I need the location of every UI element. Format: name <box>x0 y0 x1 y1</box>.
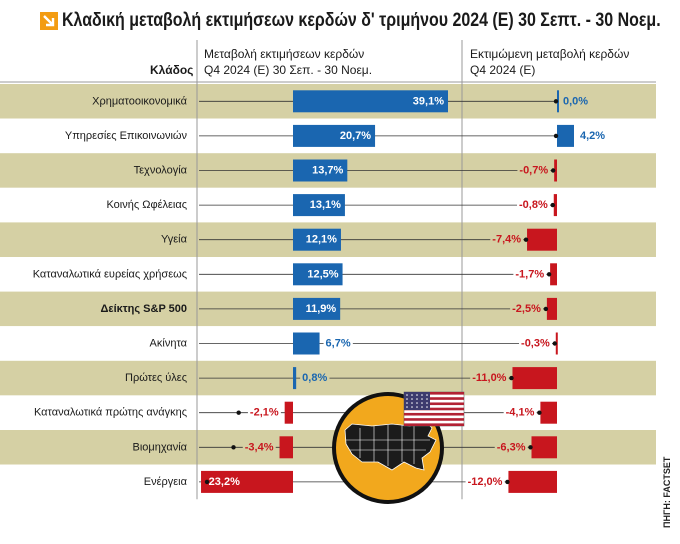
leader-dot <box>544 307 548 311</box>
bar-estimate-revision <box>293 367 296 389</box>
data-label-estimate-revision: 20,7% <box>340 130 371 142</box>
category-label: Τεχνολογία <box>134 165 188 177</box>
data-label-estimate-revision: -2,1% <box>250 407 279 419</box>
data-label-expected-earnings-change: -7,4% <box>492 234 521 246</box>
leader-dot <box>509 376 513 380</box>
data-label-estimate-revision: 11,9% <box>306 303 337 315</box>
leader-dot <box>528 445 532 449</box>
bar-estimate-revision <box>280 436 293 458</box>
category-label: Βιομηχανία <box>133 441 188 453</box>
category-label: Καταναλωτικά ευρείας χρήσεως <box>33 268 187 280</box>
data-label-expected-earnings-change: -0,7% <box>519 165 548 177</box>
category-label: Ακίνητα <box>150 338 188 350</box>
leader-dot <box>547 272 551 276</box>
category-label: Υπηρεσίες Επικοινωνιών <box>65 130 188 142</box>
leader-dot <box>205 480 209 484</box>
leader-dot <box>554 134 558 138</box>
data-label-expected-earnings-change: -0,3% <box>521 338 550 350</box>
data-label-estimate-revision: 12,5% <box>307 268 338 280</box>
bar-expected-earnings-change <box>508 471 557 493</box>
data-label-expected-earnings-change: -1,7% <box>515 268 544 280</box>
data-label-expected-earnings-change: -12,0% <box>468 476 503 488</box>
us-flag-icon <box>404 392 464 426</box>
leader-dot <box>236 411 240 415</box>
category-label: Υγεία <box>161 234 188 246</box>
data-label-estimate-revision: -3,4% <box>245 441 274 453</box>
category-label: Κοινής Ωφέλειας <box>106 199 187 211</box>
leader-dot <box>551 168 555 172</box>
data-label-estimate-revision: 6,7% <box>326 338 351 350</box>
data-label-estimate-revision: 13,7% <box>312 165 343 177</box>
data-label-expected-earnings-change: 0,0% <box>563 95 588 107</box>
data-label-estimate-revision: 12,1% <box>306 234 337 246</box>
data-label-estimate-revision: 0,8% <box>302 372 327 384</box>
source-note: ΠΗΓΗ: FACTSET <box>662 457 672 528</box>
leader-dot <box>553 341 557 345</box>
data-label-expected-earnings-change: -0,8% <box>519 199 548 211</box>
bar-expected-earnings-change <box>527 229 557 251</box>
bar-expected-earnings-change <box>532 436 558 458</box>
bar-estimate-revision <box>293 333 320 355</box>
category-label: Δείκτης S&P 500 <box>100 303 187 315</box>
leader-dot <box>537 411 541 415</box>
data-label-expected-earnings-change: 4,2% <box>580 130 605 142</box>
bar-expected-earnings-change <box>547 298 557 320</box>
data-label-estimate-revision: 39,1% <box>413 95 444 107</box>
data-label-expected-earnings-change: -2,5% <box>512 303 541 315</box>
category-label: Πρώτες ύλες <box>125 372 187 384</box>
bar-expected-earnings-change <box>540 402 557 424</box>
data-label-expected-earnings-change: -11,0% <box>472 372 506 384</box>
category-label: Ενέργεια <box>144 476 188 488</box>
category-label: Καταναλωτικά πρώτης ανάγκης <box>34 407 187 419</box>
bar-expected-earnings-change <box>512 367 557 389</box>
category-label: Χρηματοοικονομικά <box>92 95 188 107</box>
leader-dot <box>551 203 555 207</box>
leader-dot <box>231 445 235 449</box>
data-label-estimate-revision: 13,1% <box>310 199 341 211</box>
data-label-expected-earnings-change: -4,1% <box>506 407 535 419</box>
bar-expected-earnings-change <box>557 125 574 147</box>
data-label-expected-earnings-change: -6,3% <box>497 441 526 453</box>
leader-dot <box>505 480 509 484</box>
bar-estimate-revision <box>285 402 293 424</box>
data-label-estimate-revision: -23,2% <box>205 476 240 488</box>
leader-dot <box>524 238 528 242</box>
leader-dot <box>554 99 558 103</box>
